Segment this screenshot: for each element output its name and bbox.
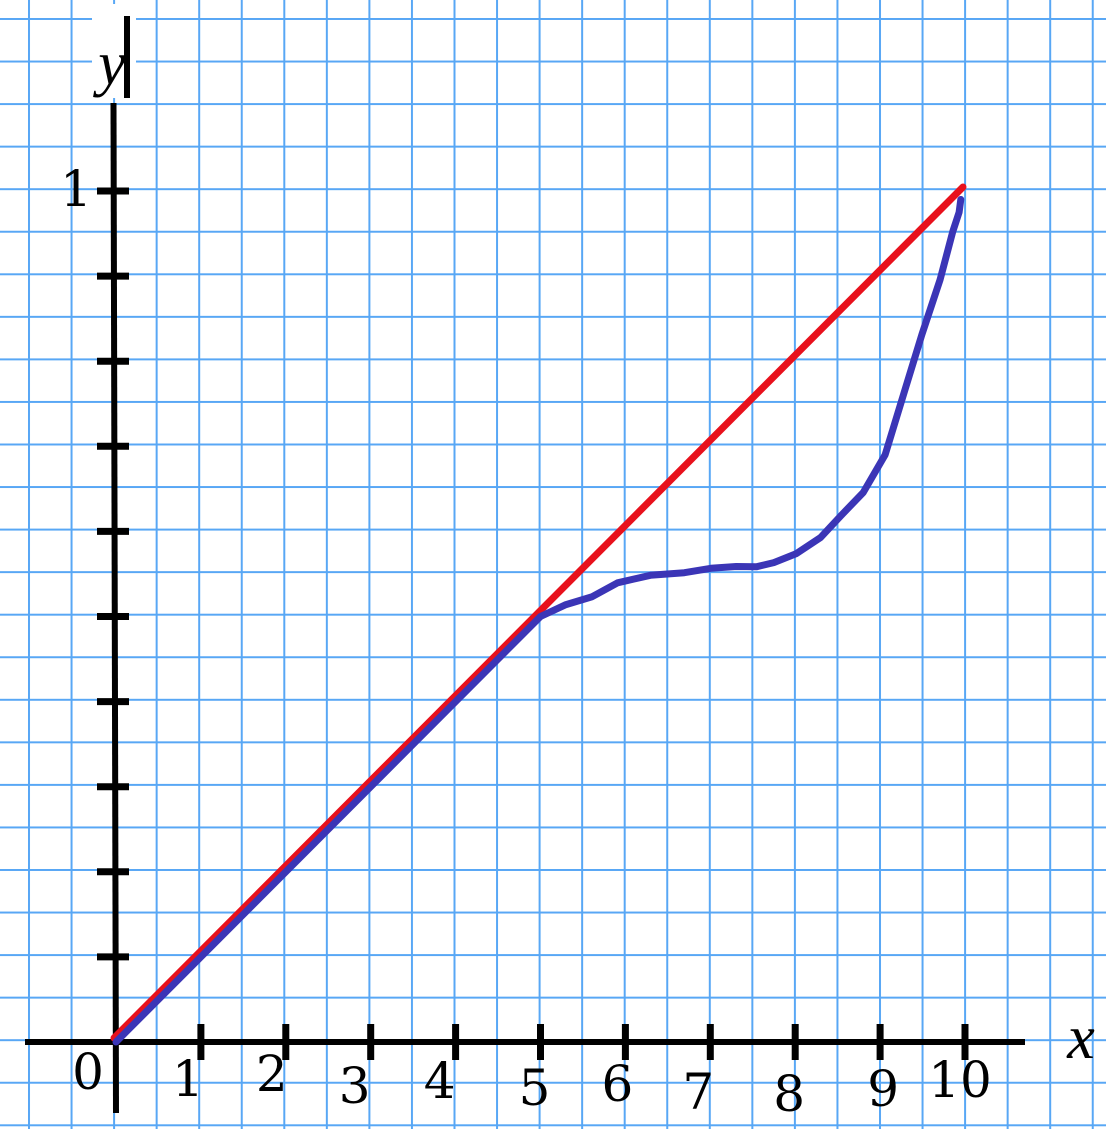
- curve-line: [112, 196, 965, 1046]
- x-tick-label: 6: [601, 1055, 633, 1113]
- origin-label: 0: [72, 1043, 104, 1101]
- x-tick-label: 8: [773, 1065, 805, 1123]
- x-tick-label: 5: [519, 1059, 551, 1117]
- x-tick-label: 9: [867, 1060, 899, 1118]
- y-axis-label: y: [92, 30, 126, 98]
- x-axis-label: x: [1066, 1004, 1095, 1072]
- y-unit-tick-label: 1: [60, 160, 92, 218]
- plot-area: 1 2 3 4 5 6 7 8 9 10: [25, 4, 1025, 1123]
- reference-line: [110, 183, 967, 1042]
- x-tick-label: 3: [339, 1057, 371, 1115]
- x-tick-label: 10: [928, 1051, 992, 1109]
- x-tick-label: 4: [424, 1052, 456, 1110]
- x-tick-label: 7: [682, 1063, 714, 1121]
- x-tick-label: 2: [256, 1045, 288, 1103]
- y-axis-line: [110, 102, 119, 1114]
- x-tick-label: 1: [172, 1050, 204, 1108]
